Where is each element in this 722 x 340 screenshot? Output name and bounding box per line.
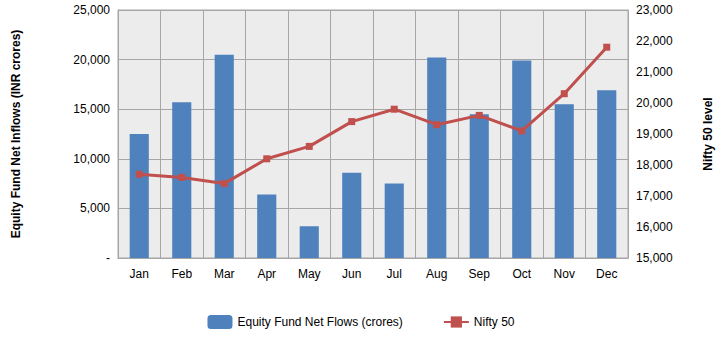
svg-text:15,000: 15,000 bbox=[73, 102, 110, 116]
svg-text:Apr: Apr bbox=[257, 267, 276, 281]
svg-text:25,000: 25,000 bbox=[73, 3, 110, 17]
svg-text:-: - bbox=[106, 251, 110, 265]
svg-text:20,000: 20,000 bbox=[73, 53, 110, 67]
svg-text:22,000: 22,000 bbox=[636, 34, 673, 48]
svg-text:5,000: 5,000 bbox=[80, 201, 110, 215]
svg-text:May: May bbox=[298, 267, 321, 281]
svg-text:17,000: 17,000 bbox=[636, 189, 673, 203]
svg-text:21,000: 21,000 bbox=[636, 65, 673, 79]
svg-text:23,000: 23,000 bbox=[636, 3, 673, 17]
svg-text:16,000: 16,000 bbox=[636, 220, 673, 234]
svg-text:Oct: Oct bbox=[512, 267, 531, 281]
svg-text:10,000: 10,000 bbox=[73, 152, 110, 166]
svg-text:18,000: 18,000 bbox=[636, 158, 673, 172]
svg-text:Jul: Jul bbox=[387, 267, 402, 281]
svg-text:Nov: Nov bbox=[554, 267, 575, 281]
svg-text:Dec: Dec bbox=[596, 267, 617, 281]
svg-text:Mar: Mar bbox=[214, 267, 235, 281]
svg-text:Equity Fund Net Flows (crores): Equity Fund Net Flows (crores) bbox=[237, 315, 402, 329]
svg-text:19,000: 19,000 bbox=[636, 127, 673, 141]
svg-text:Aug: Aug bbox=[426, 267, 447, 281]
svg-text:Sep: Sep bbox=[469, 267, 491, 281]
svg-text:20,000: 20,000 bbox=[636, 96, 673, 110]
svg-text:Jan: Jan bbox=[130, 267, 149, 281]
svg-text:Nifty 50 level: Nifty 50 level bbox=[701, 97, 715, 170]
svg-text:Feb: Feb bbox=[171, 267, 192, 281]
svg-text:15,000: 15,000 bbox=[636, 251, 673, 265]
svg-text:Nifty 50: Nifty 50 bbox=[474, 315, 515, 329]
svg-text:Jun: Jun bbox=[342, 267, 361, 281]
svg-text:Equity Fund Net Inflows (INR c: Equity Fund Net Inflows (INR crores) bbox=[9, 30, 23, 239]
